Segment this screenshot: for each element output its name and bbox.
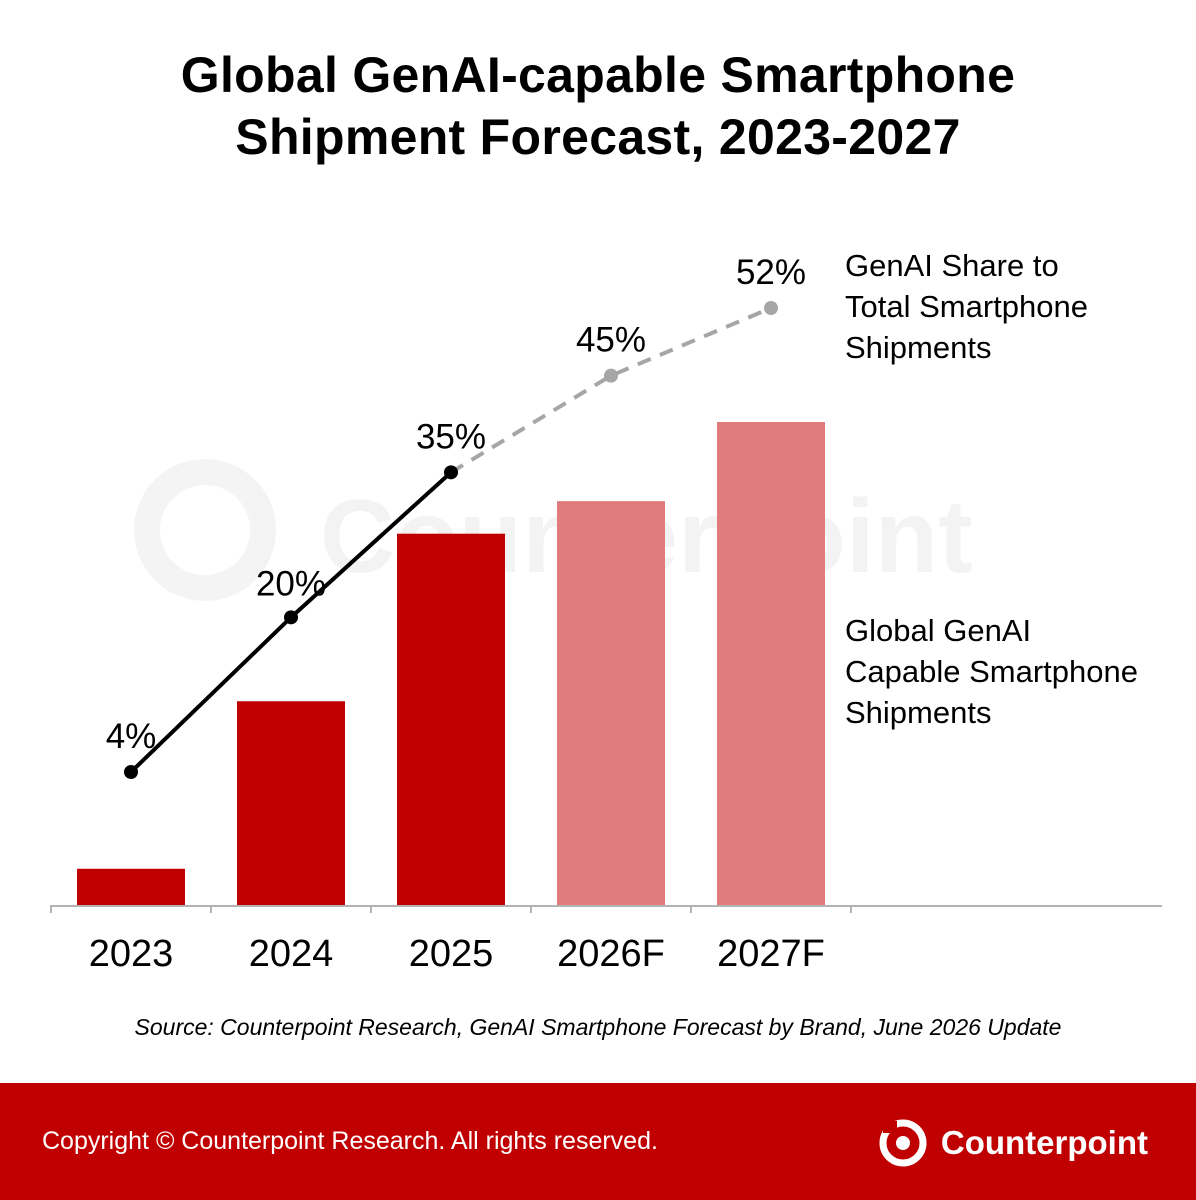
bar-2025	[397, 533, 505, 906]
bar-2024	[237, 701, 345, 906]
share-data-label: 20%	[256, 564, 326, 603]
share-series-label: GenAI Share to Total Smartphone Shipments	[845, 248, 1088, 365]
share-point	[124, 765, 138, 779]
brand-logo: Counterpoint	[877, 1113, 1148, 1173]
share-data-label: 35%	[416, 417, 486, 456]
bar-2026f	[557, 501, 665, 906]
watermark-logo-icon	[134, 459, 276, 601]
shipments-series-label: Global GenAI Capable Smartphone Shipments	[845, 613, 1138, 730]
x-tick-label: 2023	[89, 933, 174, 975]
x-tick-label: 2025	[409, 933, 494, 975]
chart-title-line-2: Shipment Forecast, 2023-2027	[235, 109, 961, 165]
x-tick-label: 2026F	[557, 933, 665, 975]
share-point	[284, 610, 298, 625]
copyright-text: Copyright © Counterpoint Research. All r…	[42, 1127, 658, 1155]
bar-2027f	[717, 422, 825, 906]
share-point	[444, 465, 458, 480]
x-tick-label: 2024	[249, 933, 334, 975]
bar-2023	[77, 868, 185, 906]
brand-name: Counterpoint	[940, 1124, 1148, 1161]
share-point	[604, 368, 618, 383]
source-note: Source: Counterpoint Research, GenAI Sma…	[134, 1014, 1062, 1040]
share-point	[764, 301, 778, 315]
share-data-label: 45%	[576, 321, 646, 360]
share-data-label: 52%	[736, 253, 806, 292]
x-tick-label: 2027F	[717, 933, 825, 975]
chart-title-line-1: Global GenAI-capable Smartphone	[180, 47, 1016, 103]
chart-title: Global GenAI-capable Smartphone Shipment…	[0, 44, 1196, 168]
counterpoint-logo-icon	[879, 1119, 927, 1167]
share-data-label: 4%	[106, 717, 157, 756]
footer: Copyright © Counterpoint Research. All r…	[0, 1083, 1196, 1200]
